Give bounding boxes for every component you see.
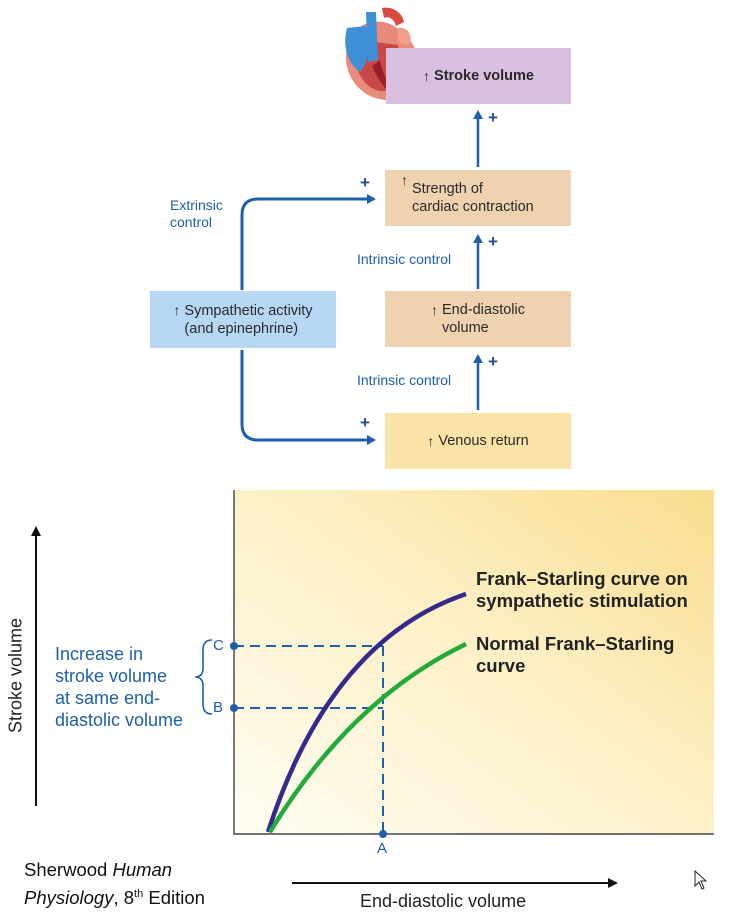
curve-normal-frank-starling xyxy=(268,641,467,834)
up-arrow-icon: ↑ xyxy=(401,172,408,188)
plus-sign-edv: + xyxy=(488,352,498,371)
sympathetic-box: ↑ Sympathetic activity (and epinephrine) xyxy=(150,291,336,348)
intrinsic-control-label-1: Intrinsic control xyxy=(357,251,452,267)
strength-label-line1: Strength of xyxy=(412,181,483,197)
plus-sign-extrinsic: + xyxy=(360,173,370,192)
plus-sign-stroke-volume: + xyxy=(488,108,498,127)
point-c-dot xyxy=(230,642,238,650)
graph-axes-frame xyxy=(233,490,714,835)
point-b-dot xyxy=(230,704,238,712)
increase-stroke-volume-label: Increase in stroke volume at same end- d… xyxy=(55,644,184,730)
venous-return-label: Venous return xyxy=(438,433,529,449)
up-arrow-icon: ↑ xyxy=(173,302,181,318)
sympathetic-label-line2: (and epinephrine) xyxy=(184,320,299,337)
point-b-label: B xyxy=(213,699,224,716)
up-arrow-icon: ↑ xyxy=(427,433,435,449)
up-arrow-icon: ↑ xyxy=(423,68,431,84)
plus-sign-strength: + xyxy=(488,232,498,251)
source-caption: Sherwood Human Physiology, 8th Edition xyxy=(24,859,205,909)
strength-box: ↑ Strength of cardiac contraction xyxy=(385,170,571,226)
curve-sympathetic-label: Frank–Starling curve on sympathetic stim… xyxy=(476,568,688,611)
strength-label-line2: cardiac contraction xyxy=(412,199,534,215)
x-axis-label: End-diastolic volume xyxy=(360,891,527,911)
arrow-to-venous-return xyxy=(240,350,376,445)
edv-box: ↑ End-diastolic volume xyxy=(385,291,571,347)
graph-panel xyxy=(234,490,714,834)
point-a-dot xyxy=(379,830,387,838)
stroke-volume-box: ↑ Stroke volume xyxy=(386,48,571,104)
curve-sympathetic-stimulation xyxy=(265,591,467,833)
edv-label-line1: End-diastolic xyxy=(441,302,525,318)
y-axis-label: Stroke volume xyxy=(5,617,26,734)
point-c-label: C xyxy=(213,637,224,654)
increase-brace xyxy=(194,639,213,715)
venous-return-box: ↑ Venous return xyxy=(385,413,571,469)
stroke-volume-label: Stroke volume xyxy=(434,68,534,84)
extrinsic-control-label: Extrinsic control xyxy=(170,197,223,230)
arrow-extrinsic-control xyxy=(240,194,376,290)
curve-normal-label: Normal Frank–Starling curve xyxy=(476,633,675,676)
up-arrow-icon: ↑ xyxy=(430,302,438,318)
mouse-cursor-icon xyxy=(694,869,708,895)
plus-sign-venous: + xyxy=(360,413,370,432)
edv-label-line2: volume xyxy=(441,320,489,336)
intrinsic-control-label-2: Intrinsic control xyxy=(357,372,452,388)
sympathetic-label-line1: Sympathetic activity xyxy=(184,302,313,319)
point-a-label: A xyxy=(377,840,388,857)
